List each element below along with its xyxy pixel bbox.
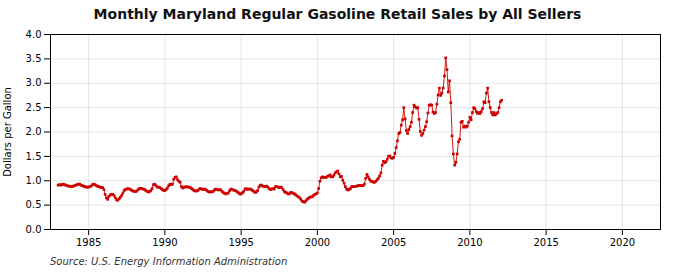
svg-text:1.0: 1.0 (26, 175, 42, 186)
svg-text:2.0: 2.0 (26, 126, 42, 137)
svg-text:2020: 2020 (610, 237, 635, 248)
html-text:Source: U.S. Energy Informatio: Source: U.S. Energy Information Administ… (50, 256, 288, 267)
svg-text:2015: 2015 (533, 237, 558, 248)
svg-text:1995: 1995 (228, 237, 253, 248)
svg-text:1990: 1990 (152, 237, 177, 248)
svg-text:1985: 1985 (76, 237, 101, 248)
svg-text:Dollars per Gallon: Dollars per Gallon (2, 87, 13, 177)
svg-text:2.5: 2.5 (26, 102, 42, 113)
svg-text:3.5: 3.5 (26, 53, 42, 64)
svg-text:2000: 2000 (305, 237, 330, 248)
svg-text:4.0: 4.0 (26, 29, 42, 40)
svg-text:2005: 2005 (381, 237, 406, 248)
svg-text:1.5: 1.5 (26, 151, 42, 162)
svg-text:0.5: 0.5 (26, 199, 42, 210)
svg-text:3.0: 3.0 (26, 77, 42, 88)
svg-text:2010: 2010 (457, 237, 482, 248)
html-text:Monthly Maryland Regular Gasol: Monthly Maryland Regular Gasoline Retail… (93, 6, 582, 22)
svg-text:0.0: 0.0 (26, 224, 42, 235)
